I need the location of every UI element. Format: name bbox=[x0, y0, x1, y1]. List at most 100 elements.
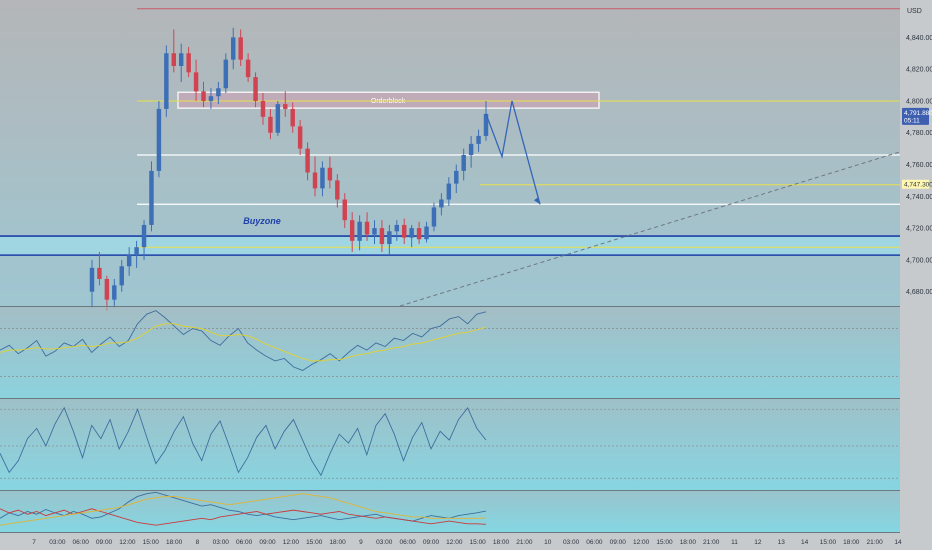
indicator-line bbox=[0, 323, 487, 362]
candle-body bbox=[275, 104, 281, 133]
orderblock-label: Orderblock bbox=[371, 98, 406, 105]
time-tick-label: 15:00 bbox=[820, 539, 837, 546]
candle-body bbox=[468, 143, 474, 155]
time-tick-label: 09:00 bbox=[96, 539, 113, 546]
candle-body bbox=[476, 135, 481, 144]
time-tick-label: 9 bbox=[359, 539, 363, 546]
time-axis-panel bbox=[0, 533, 932, 550]
time-tick-label: 06:00 bbox=[73, 539, 90, 546]
candle-body bbox=[401, 224, 407, 238]
candle-body bbox=[201, 91, 206, 101]
price-axis-panel bbox=[900, 0, 932, 550]
candle-body bbox=[461, 155, 466, 171]
candle-body bbox=[208, 96, 214, 101]
indicator-pane-bg bbox=[0, 307, 900, 398]
time-tick-label: 03:00 bbox=[376, 539, 393, 546]
projection-arrowhead bbox=[534, 197, 540, 205]
time-tick-label: 15:00 bbox=[306, 539, 323, 546]
time-tick-label: 18:00 bbox=[329, 539, 346, 546]
candle-body bbox=[446, 183, 452, 200]
time-tick-label: 12:00 bbox=[446, 539, 463, 546]
candle-body bbox=[164, 53, 169, 109]
price-pane[interactable]: Orderblock Buyzone bbox=[0, 8, 904, 311]
time-tick-label: 15:00 bbox=[470, 539, 487, 546]
buyzone-label: Buyzone bbox=[243, 216, 281, 226]
candle-body bbox=[193, 72, 199, 92]
time-tick-label: 18:00 bbox=[843, 539, 860, 546]
current-price-countdown: 05:11 bbox=[904, 117, 920, 124]
candle-body bbox=[320, 167, 325, 189]
candle-body bbox=[104, 278, 110, 300]
marked-price-value: 4,747.300 bbox=[904, 182, 932, 189]
candle-body bbox=[342, 199, 347, 221]
buyzone-fill bbox=[0, 236, 900, 256]
candle-body bbox=[216, 88, 221, 97]
candle-body bbox=[112, 285, 117, 300]
time-tick-label: 18:00 bbox=[493, 539, 510, 546]
candle-body bbox=[178, 53, 184, 66]
time-tick-label: 12:00 bbox=[283, 539, 300, 546]
price-tick-label: 4,780.000 bbox=[906, 130, 932, 137]
current-price-box bbox=[902, 107, 929, 125]
candle-body bbox=[245, 59, 251, 78]
time-tick-label: 09:00 bbox=[423, 539, 440, 546]
currency-label: USD bbox=[907, 8, 922, 15]
candle-body bbox=[268, 116, 273, 133]
indicator-panes[interactable]: 80.0040.0020.0069.2461.9620.00%-20.00%3.… bbox=[0, 307, 932, 533]
time-tick-label: 11 bbox=[731, 539, 738, 546]
price-tick-label: 4,680.000 bbox=[906, 289, 932, 296]
candle-body bbox=[297, 126, 303, 149]
price-tick-label: 4,820.000 bbox=[906, 67, 932, 74]
time-tick-label: 06:00 bbox=[399, 539, 416, 546]
time-tick-label: 15:00 bbox=[143, 539, 160, 546]
time-tick-label: 21:00 bbox=[867, 539, 884, 546]
candle-body bbox=[335, 180, 340, 200]
time-tick-label: 14 bbox=[894, 539, 902, 546]
candle-body bbox=[387, 231, 392, 245]
current-price-value: 4,791.880 bbox=[904, 110, 932, 117]
trendline bbox=[399, 151, 901, 307]
indicator-line bbox=[0, 310, 487, 371]
time-tick-label: 09:00 bbox=[610, 539, 627, 546]
marked-price-box bbox=[902, 179, 929, 189]
candle-body bbox=[126, 255, 132, 267]
time-tick-label: 15:00 bbox=[656, 539, 673, 546]
candle-body bbox=[372, 228, 377, 235]
indicator-pane-bg bbox=[0, 399, 900, 490]
candle-body bbox=[483, 113, 489, 136]
time-tick-label: 06:00 bbox=[586, 539, 603, 546]
price-tick-label: 4,760.000 bbox=[906, 162, 932, 169]
candle-body bbox=[186, 53, 191, 73]
candle-body bbox=[364, 221, 370, 235]
price-tick-label: 4,740.000 bbox=[906, 194, 932, 201]
candle-body bbox=[394, 224, 400, 232]
time-tick-label: 06:00 bbox=[236, 539, 253, 546]
time-tick-label: 7 bbox=[32, 539, 36, 546]
candle-body bbox=[89, 267, 95, 292]
time-tick-label: 21:00 bbox=[516, 539, 533, 546]
candle-body bbox=[134, 247, 139, 256]
candle-body bbox=[119, 266, 124, 286]
candle-body bbox=[424, 226, 429, 240]
candle-body bbox=[312, 172, 318, 189]
time-tick-label: 12:00 bbox=[119, 539, 136, 546]
candle-body bbox=[416, 228, 422, 240]
price-tick-label: 4,840.000 bbox=[906, 35, 932, 42]
price-tick-label: 4,700.000 bbox=[906, 257, 932, 264]
time-tick-label: 10 bbox=[544, 539, 552, 546]
time-tick-label: 13 bbox=[778, 539, 786, 546]
candle-body bbox=[357, 221, 362, 241]
candle-body bbox=[223, 59, 229, 89]
projection-arrow bbox=[485, 100, 541, 205]
candle-body bbox=[97, 267, 102, 279]
candle-body bbox=[253, 77, 258, 101]
time-tick-label: 12:00 bbox=[633, 539, 650, 546]
candle-body bbox=[149, 170, 154, 225]
candle-body bbox=[327, 167, 333, 181]
time-tick-label: 21:00 bbox=[703, 539, 720, 546]
candle-body bbox=[349, 220, 355, 241]
candle-body bbox=[439, 199, 444, 208]
